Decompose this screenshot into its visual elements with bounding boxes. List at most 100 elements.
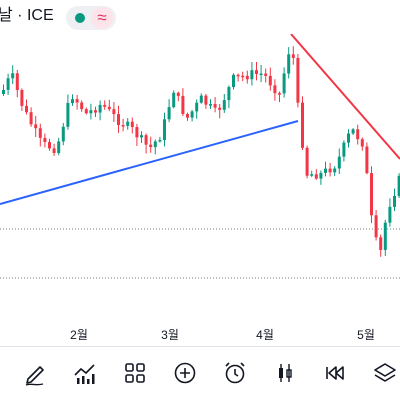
grid-icon (125, 363, 145, 383)
indicators-button[interactable] (71, 359, 99, 387)
candle-body (370, 173, 373, 216)
candle-body (107, 106, 111, 110)
candle-body (209, 104, 212, 106)
candle-body (98, 104, 102, 113)
candle-body (250, 70, 254, 80)
candle-body (259, 73, 263, 76)
candle-body (310, 174, 314, 176)
candle-body (365, 146, 369, 174)
chart-type-button[interactable] (271, 359, 299, 387)
candle-body (199, 95, 203, 103)
candle-body (172, 92, 176, 108)
candle-body (388, 206, 392, 223)
price-chart[interactable] (0, 34, 400, 346)
candle-body (48, 142, 51, 149)
candle-body (347, 133, 350, 143)
candle-body (333, 168, 337, 173)
candle-body (80, 102, 84, 110)
candle-body (222, 100, 226, 110)
candle-body (374, 215, 378, 238)
x-axis-label-may: 5월 (357, 328, 375, 342)
blue-trendline (0, 120, 299, 205)
alarm-clock-icon (225, 362, 245, 384)
candle-body (337, 156, 341, 169)
add-button[interactable] (171, 359, 199, 387)
candle-body (268, 75, 272, 86)
candle-body (186, 113, 189, 118)
candle-body (103, 104, 107, 107)
candle-body (94, 110, 97, 113)
drawing-tool-button[interactable] (21, 359, 49, 387)
candlestick-icon (279, 364, 292, 382)
bottom-toolbar (0, 347, 400, 400)
time-axis[interactable]: 2월 3월 4월 5월 (0, 318, 400, 346)
x-axis-label-apr: 4월 (256, 328, 274, 342)
candle-body (190, 111, 194, 118)
candle-body (121, 125, 125, 127)
candle-body (236, 74, 240, 77)
plus-circle-icon (174, 362, 196, 384)
candle-body (264, 73, 268, 76)
candle-body (351, 129, 355, 134)
candle-body (181, 95, 185, 114)
candle-body (34, 124, 38, 129)
candle-body (130, 121, 134, 128)
candle-body (126, 121, 130, 126)
candle-body (144, 135, 148, 145)
candle-body (163, 119, 166, 140)
candle-body (11, 73, 15, 79)
candle-body (383, 222, 387, 250)
candle-body (117, 114, 120, 126)
candle-body (319, 172, 323, 179)
alert-button[interactable] (221, 359, 249, 387)
candle-body (84, 109, 88, 114)
candle-body (342, 142, 346, 157)
candle-body (158, 139, 162, 142)
candle-body (52, 148, 56, 154)
candle-body (379, 237, 383, 250)
red-trendline (290, 34, 400, 160)
candle-body (287, 54, 291, 74)
x-axis-label-mar: 3월 (161, 328, 179, 342)
chart-indicators-icon (74, 364, 95, 384)
candle-body (241, 75, 245, 78)
candle-body (20, 90, 24, 106)
object-tree-button[interactable] (371, 359, 399, 387)
candle-body (273, 85, 277, 94)
candle-body (153, 141, 157, 148)
candle-body (227, 87, 231, 101)
candle-body (232, 74, 235, 88)
layers-icon (374, 363, 396, 382)
candle-body (25, 105, 28, 113)
candle-body (245, 75, 249, 80)
delayed-data-icon: ≈ (91, 7, 113, 29)
candle-body (6, 78, 10, 90)
pen-icon (25, 366, 44, 386)
candle-body (324, 168, 327, 173)
chart-header: 날 · ICE ≈ (0, 0, 400, 34)
candle-body (393, 195, 396, 207)
candle-body (328, 168, 332, 173)
candle-body (218, 107, 222, 110)
chart-canvas[interactable] (0, 34, 400, 346)
candle-body (305, 147, 309, 176)
candle-body (149, 144, 153, 148)
market-status-pill[interactable]: ≈ (66, 6, 116, 30)
candle-body (112, 109, 116, 115)
candle-body (71, 99, 74, 103)
candle-body (301, 102, 304, 148)
candle-body (66, 102, 70, 127)
candle-body (29, 112, 33, 125)
candle-body (61, 126, 65, 142)
candlestick-series (2, 46, 400, 257)
symbol-title[interactable]: 날 · ICE (0, 7, 54, 24)
candle-body (255, 70, 258, 74)
layout-grid-button[interactable] (121, 359, 149, 387)
candle-body (213, 104, 217, 108)
candle-body (135, 127, 139, 138)
candle-body (282, 73, 286, 94)
candle-body (75, 99, 79, 103)
candle-body (195, 102, 199, 112)
candle-body (356, 129, 360, 140)
replay-button[interactable] (321, 359, 349, 387)
